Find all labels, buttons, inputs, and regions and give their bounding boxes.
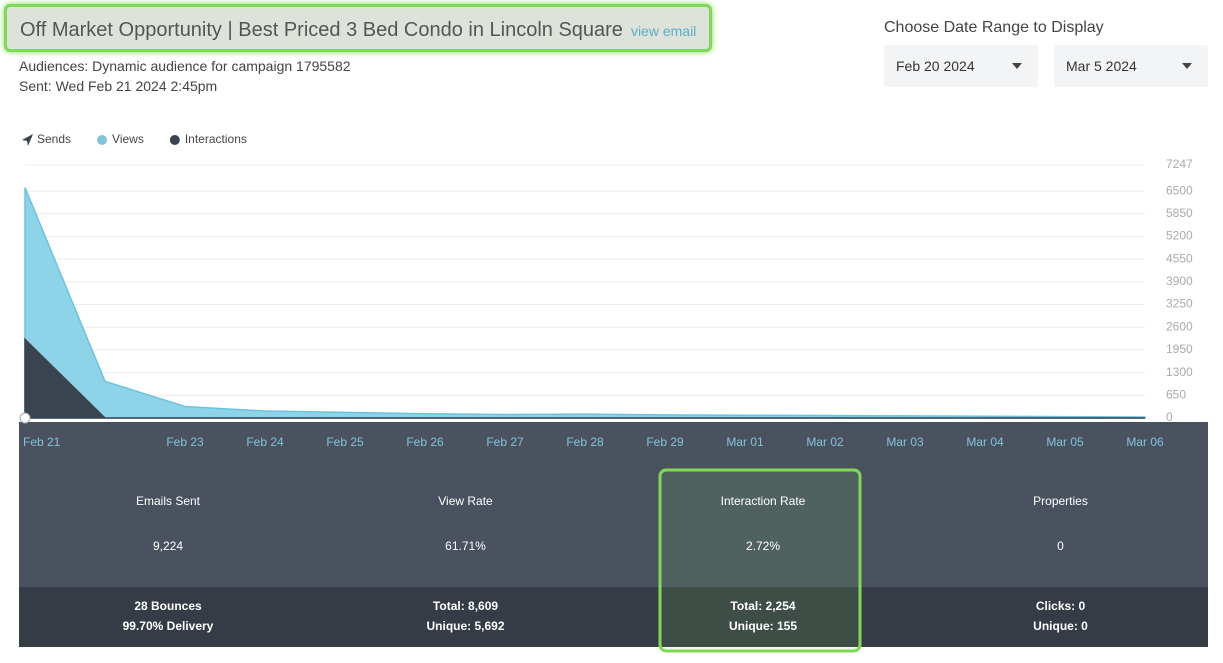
x-tick-label: Feb 27 (486, 435, 524, 449)
stat-value: 61.71% (445, 539, 486, 553)
stat-detail: Unique: 0 (1033, 619, 1088, 633)
y-tick-label: 5850 (1166, 206, 1193, 220)
stat-detail: Clicks: 0 (1036, 599, 1086, 613)
stat-detail: Total: 2,254 (730, 599, 795, 613)
x-tick-label: Mar 06 (1126, 435, 1164, 449)
y-tick-label: 0 (1166, 410, 1173, 424)
legend-label: Sends (37, 132, 71, 146)
stat-label: Interaction Rate (721, 494, 806, 508)
stat-value: 0 (1057, 539, 1064, 553)
x-tick-label: Mar 05 (1046, 435, 1084, 449)
legend-label: Interactions (185, 132, 247, 146)
y-tick-label: 2600 (1166, 319, 1193, 333)
y-tick-label: 6500 (1166, 183, 1193, 197)
y-tick-label: 3900 (1166, 274, 1193, 288)
stat-label: View Rate (438, 494, 493, 508)
title-text: Off Market Opportunity | Best Priced 3 B… (20, 19, 623, 41)
y-tick-label: 7247 (1166, 157, 1193, 171)
stats-footer (19, 587, 1208, 647)
date-range-label: Choose Date Range to Display (884, 19, 1104, 36)
stat-detail: 99.70% Delivery (123, 619, 214, 633)
area-2 (24, 337, 1145, 419)
stat-value: 2.72% (746, 539, 780, 553)
x-tick-label: Feb 21 (23, 435, 61, 449)
y-tick-label: 3250 (1166, 297, 1193, 311)
x-tick-label: Feb 28 (566, 435, 604, 449)
y-tick-label: 650 (1166, 387, 1186, 401)
campaign-title: Off Market Opportunity | Best Priced 3 B… (4, 4, 712, 52)
stat-detail: 28 Bounces (134, 599, 202, 613)
stat-label: Properties (1033, 494, 1088, 508)
area-1 (24, 187, 1146, 419)
y-tick-label: 1950 (1166, 342, 1193, 356)
y-tick-label: 5200 (1166, 229, 1193, 243)
start-date-dropdown[interactable]: Feb 20 2024 (884, 45, 1038, 87)
x-tick-label: Feb 23 (166, 435, 204, 449)
sends-marker (19, 412, 31, 424)
legend-icon (22, 134, 33, 146)
sent-date: Sent: Wed Feb 21 2024 2:45pm (19, 78, 218, 94)
stat-label: Emails Sent (136, 494, 201, 508)
y-tick-label: 1300 (1166, 365, 1193, 379)
legend-label: Views (112, 132, 144, 146)
x-tick-label: Feb 25 (326, 435, 364, 449)
legend: Sends Views Interactions (22, 132, 247, 146)
x-tick-label: Feb 26 (406, 435, 444, 449)
view-email-link[interactable]: view email (630, 23, 697, 39)
highlight-box (658, 468, 862, 653)
x-tick-label: Mar 04 (966, 435, 1004, 449)
x-tick-label: Mar 02 (806, 435, 844, 449)
x-tick-label: Feb 24 (246, 435, 284, 449)
stat-detail: Unique: 155 (729, 619, 797, 633)
y-tick-label: 4550 (1166, 251, 1193, 265)
stat-detail: Total: 8,609 (433, 599, 498, 613)
x-tick-label: Feb 29 (646, 435, 684, 449)
audiences: Audiences: Dynamic audience for campaign… (19, 58, 351, 74)
stat-detail: Unique: 5,692 (426, 619, 504, 633)
end-date-dropdown[interactable]: Mar 5 2024 (1054, 45, 1208, 87)
legend-swatch (169, 135, 180, 145)
x-tick-label: Mar 03 (886, 435, 924, 449)
stat-value: 9,224 (153, 539, 183, 553)
x-tick-label: Mar 01 (726, 435, 764, 449)
legend-swatch (97, 135, 108, 145)
